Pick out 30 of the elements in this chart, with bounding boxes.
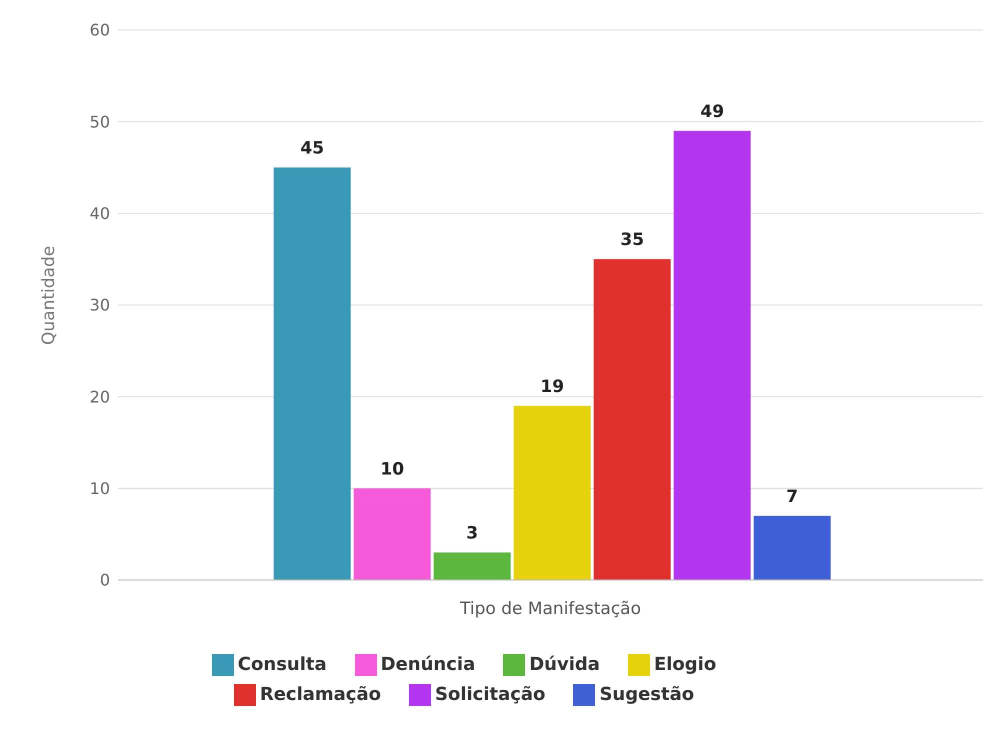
legend-label: Consulta	[238, 654, 327, 675]
bar	[354, 488, 431, 580]
y-tick-label: 0	[100, 570, 110, 590]
bar	[594, 259, 671, 580]
data-label: 19	[540, 376, 564, 397]
legend-label: Elogio	[654, 654, 716, 675]
bar	[434, 552, 511, 580]
y-tick-label: 10	[90, 479, 110, 498]
data-label: 3	[466, 524, 478, 544]
bar	[674, 130, 751, 580]
y-tick-label: 60	[90, 20, 110, 40]
data-label: 35	[620, 230, 644, 250]
bar	[514, 406, 591, 580]
legend-label: Reclamação	[260, 684, 381, 705]
data-label: 7	[786, 486, 798, 507]
y-axis-title: Quantidade	[39, 246, 60, 345]
legend-label: Denúncia	[380, 654, 476, 675]
y-tick-label: 50	[90, 112, 110, 132]
bar	[754, 516, 831, 580]
data-label: 10	[380, 459, 404, 480]
legend-label: Sugestão	[599, 684, 694, 705]
legend-label: Solicitação	[434, 684, 546, 705]
legend-label: Dúvida	[529, 654, 600, 675]
y-tick-label: 20	[90, 387, 110, 406]
y-tick-label: 40	[90, 204, 110, 224]
bar	[274, 168, 351, 580]
y-tick-label: 30	[90, 296, 110, 315]
data-label: 49	[700, 102, 724, 122]
x-axis-title: Tipo de Manifestação	[459, 599, 641, 620]
data-label: 45	[300, 138, 324, 158]
